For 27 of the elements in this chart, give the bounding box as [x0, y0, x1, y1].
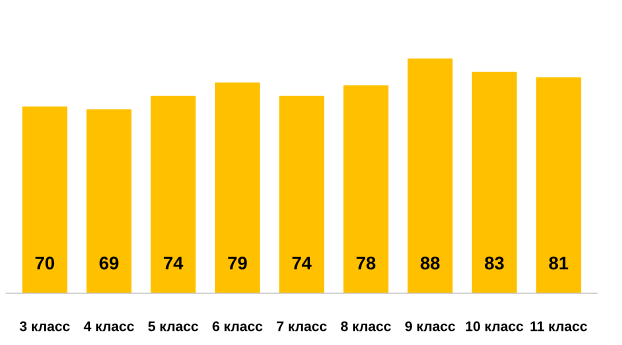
x-tick-label: 9 класс — [405, 321, 456, 332]
bar — [536, 77, 582, 294]
x-tick-label: 7 класс — [276, 322, 327, 332]
data-label: 70 — [35, 256, 54, 270]
x-tick-label: 8 класс — [340, 321, 391, 332]
data-label: 81 — [549, 256, 568, 270]
bar — [472, 72, 517, 294]
x-tick-label: 5 класс — [148, 322, 198, 332]
bar — [22, 106, 68, 294]
bar — [150, 96, 196, 294]
x-tick-label: 10 класс — [466, 321, 524, 332]
x-tick-label: 11 класс — [530, 322, 588, 332]
bar — [408, 58, 453, 294]
data-label: 74 — [292, 256, 312, 270]
bar — [86, 109, 132, 294]
data-label: 79 — [228, 256, 247, 270]
x-tick-label: 4 класс — [84, 322, 134, 332]
bar — [343, 85, 388, 294]
data-label: 88 — [420, 256, 440, 270]
x-tick-label: 6 класс — [212, 321, 262, 332]
data-label: 74 — [164, 256, 184, 270]
bar — [279, 96, 324, 294]
data-label: 69 — [100, 256, 118, 270]
x-tick-label: 3 класс — [20, 321, 70, 332]
bar — [214, 82, 260, 294]
data-label: 78 — [356, 256, 376, 270]
data-label: 83 — [484, 256, 504, 270]
